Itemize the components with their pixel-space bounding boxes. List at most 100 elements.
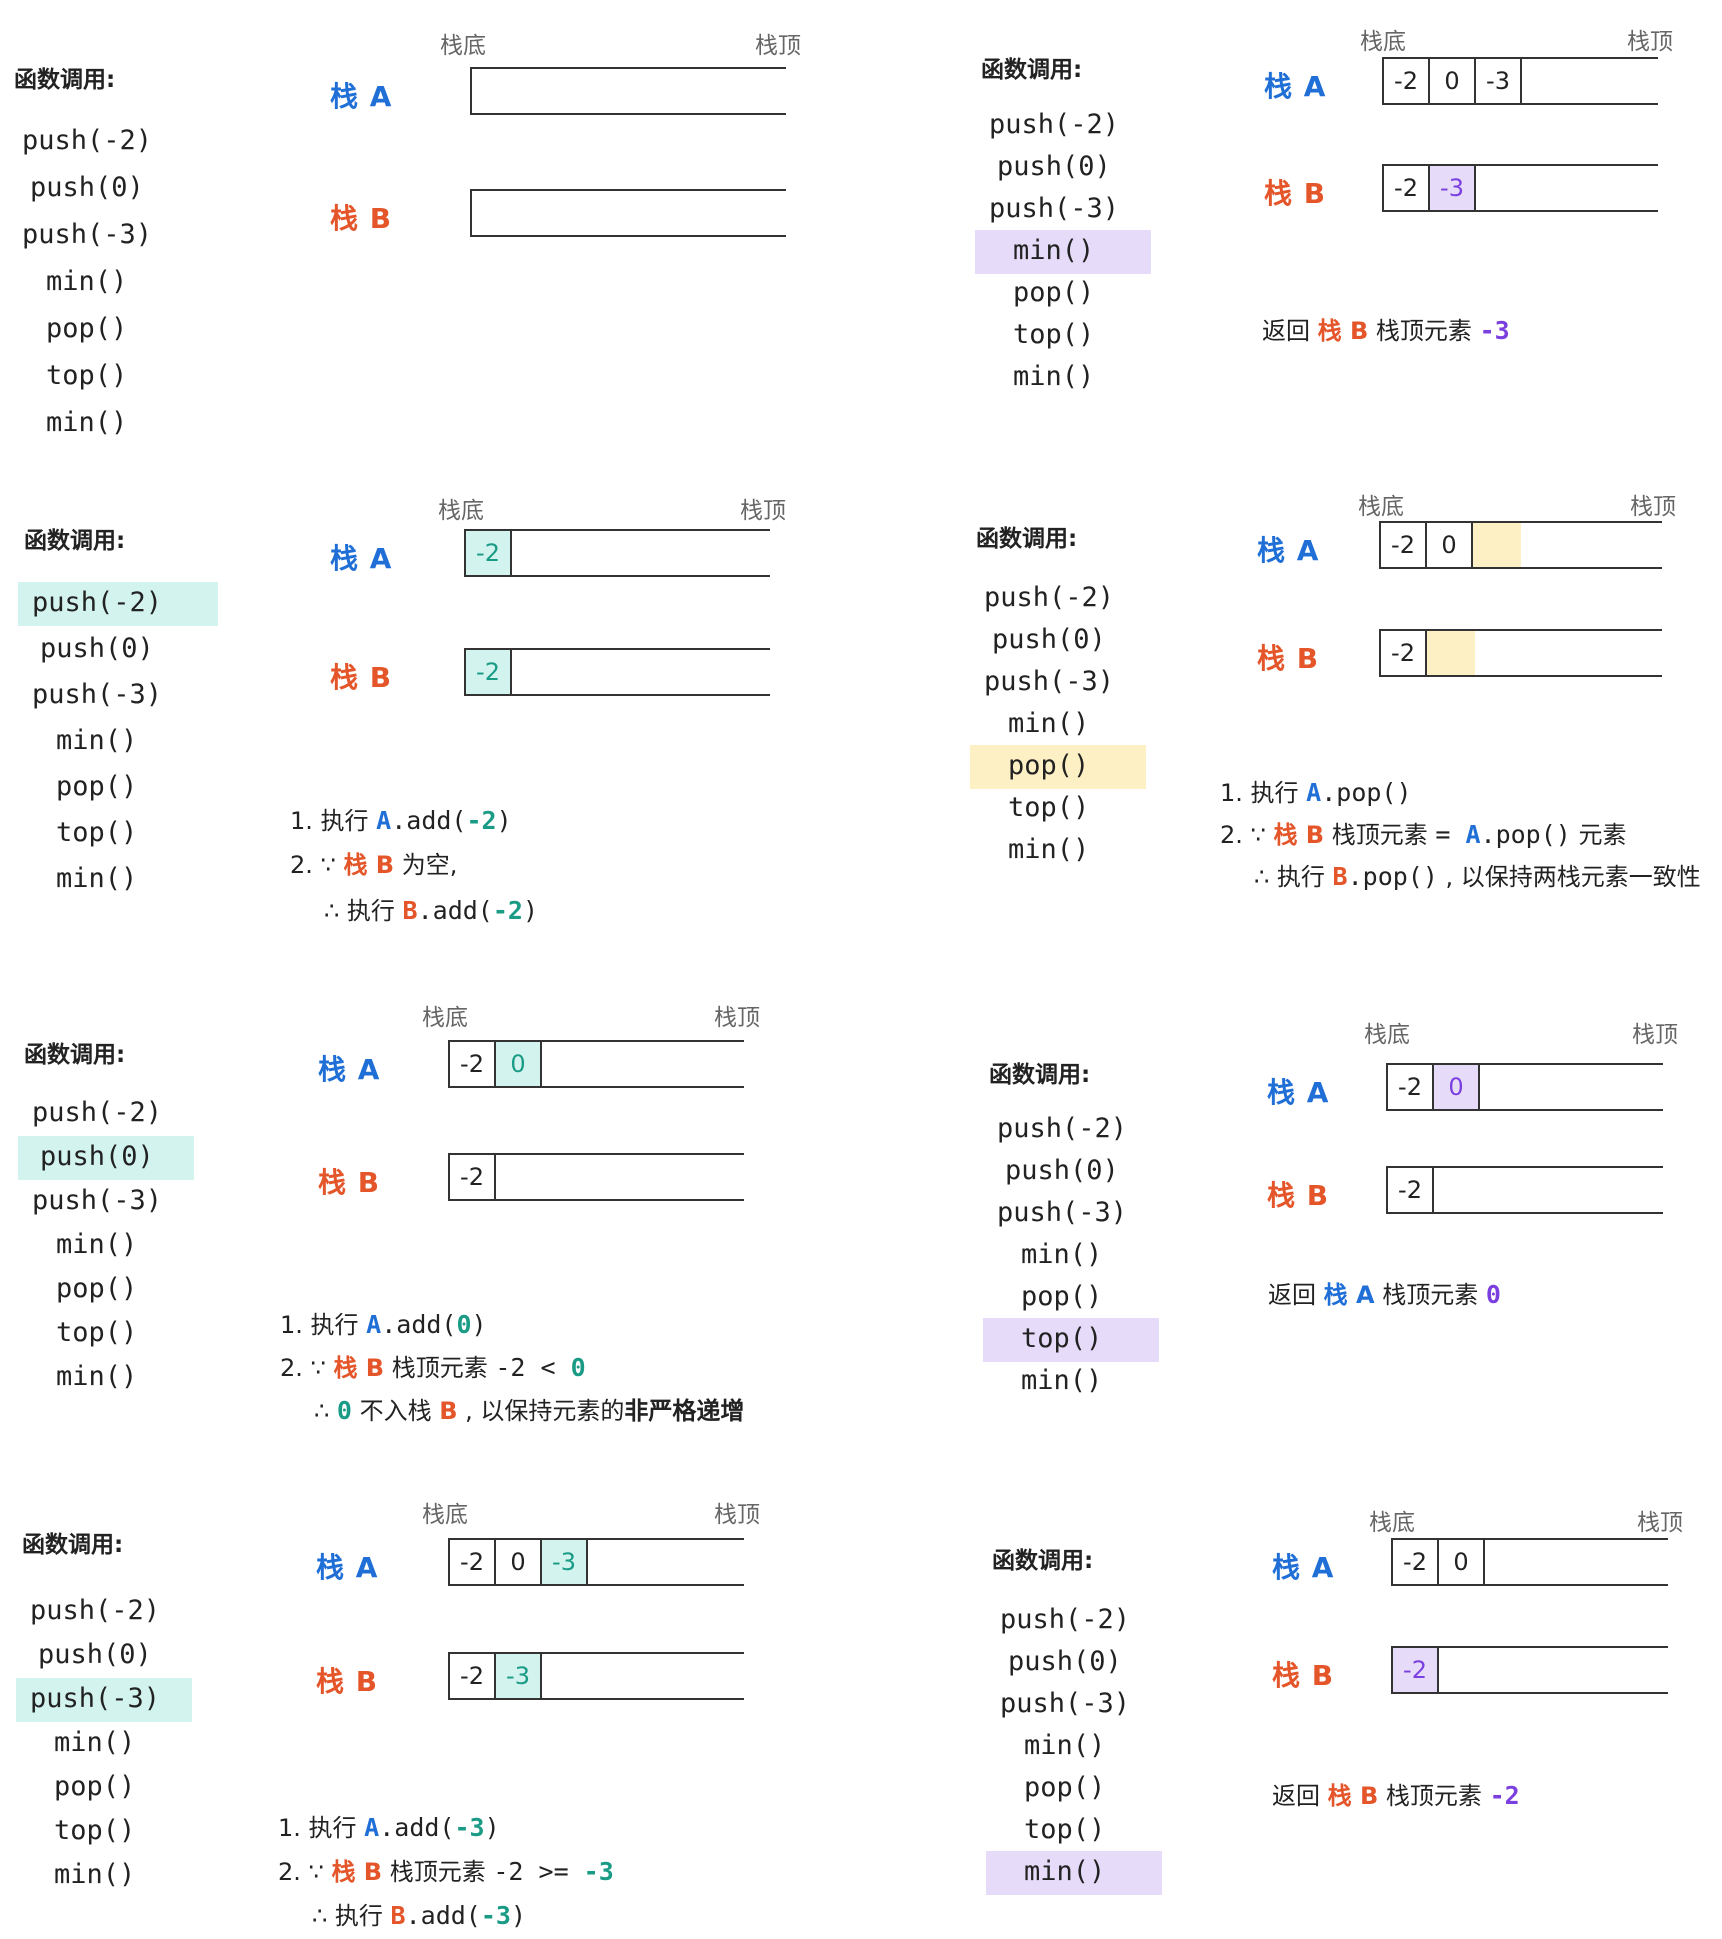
step-line-2: 2. ∵ 栈 B 栈顶元素 -2 < 0 — [280, 1355, 586, 1380]
step-line-1: 1. 执行 A.add(0) — [280, 1312, 487, 1337]
call-item: min() — [56, 1361, 138, 1392]
panel-push-0: 栈底 栈顶 函数调用: push(-2) push(0) push(-3) min() pop… — [0, 970, 860, 1454]
emphasis: 非严格递增 — [624, 1397, 745, 1425]
call-item: push(-2) — [984, 582, 1115, 613]
calls-title: 函数调用: — [981, 57, 1083, 83]
therefore: ∴ 执行 — [312, 1902, 391, 1930]
code-call: .pop() — [1321, 778, 1412, 807]
call-item: push(0) — [997, 151, 1111, 182]
call-item: min() — [56, 725, 138, 756]
calls-title: 函数调用: — [24, 1042, 126, 1068]
stack-a-cell: -2 — [448, 1538, 496, 1586]
step-text: 栈顶元素 — [384, 1354, 496, 1382]
stack-b-label: 栈 B — [330, 661, 393, 694]
value-ref: -2 — [492, 896, 523, 925]
call-item: push(0) — [992, 624, 1106, 655]
call-item: push(0) — [38, 1639, 152, 1670]
stack-a-cell: -2 — [1379, 521, 1427, 569]
call-item: push(-3) — [32, 1185, 163, 1216]
step-number: 1. 执行 — [1220, 779, 1307, 807]
stack-a-cell: 0 — [1428, 57, 1476, 105]
step-number: 1. 执行 — [290, 807, 377, 835]
stack-b-popped-slot — [1427, 631, 1475, 675]
call-highlight — [18, 582, 218, 626]
panel-initial: 栈底 栈顶 函数调用: push(-2) push(0) push(-3) min() pop… — [0, 0, 860, 484]
call-item: min() — [54, 1727, 136, 1758]
stack-top-label: 栈顶 — [1637, 1510, 1683, 1536]
call-item: min() — [1013, 235, 1095, 266]
call-highlight — [975, 230, 1151, 274]
step-text: 栈顶元素 — [1324, 821, 1436, 849]
stack-b-cell: -2 — [448, 1652, 496, 1700]
stack-b-box: -2 -3 — [448, 1652, 744, 1700]
stack-bottom-label: 栈底 — [422, 1005, 468, 1031]
call-item: push(0) — [40, 633, 154, 664]
call-highlight — [970, 745, 1146, 789]
stack-b-box: -2 — [448, 1153, 744, 1201]
step-line-2: 2. ∵ 栈 B 栈顶元素 -2 >= -3 — [278, 1859, 614, 1884]
call-item: top() — [46, 360, 128, 391]
stack-b-box: -2 -3 — [1382, 164, 1658, 212]
equals: = — [1435, 820, 1466, 849]
stack-a-box: -2 0 — [1386, 1063, 1663, 1111]
stack-b-label: 栈 B — [1267, 1179, 1330, 1212]
step-text: 为空, — [394, 851, 458, 879]
calls-title: 函数调用: — [22, 1532, 124, 1558]
step-text: 元素 — [1570, 821, 1627, 849]
call-item: min() — [1008, 708, 1090, 739]
call-item: push(-3) — [30, 1683, 161, 1714]
stack-top-label: 栈顶 — [755, 33, 801, 59]
stack-a-cell: 0 — [1432, 1063, 1480, 1111]
code-compare: -2 >= — [493, 1857, 584, 1886]
call-highlight — [983, 1318, 1159, 1362]
call-item: pop() — [1021, 1281, 1103, 1312]
return-text: 栈顶元素 — [1374, 1281, 1486, 1309]
return-line: 返回 栈 A 栈顶元素 0 — [1268, 1282, 1501, 1307]
stack-a-label: 栈 A — [1264, 70, 1327, 103]
value-ref: -2 — [466, 806, 497, 835]
stack-b-label: 栈 B — [318, 1166, 381, 1199]
code-close: ) — [496, 806, 512, 835]
call-item: top() — [56, 817, 138, 848]
call-item: push(-2) — [30, 1595, 161, 1626]
call-item: push(-2) — [1000, 1604, 1131, 1635]
stack-bottom-label: 栈底 — [1369, 1510, 1415, 1536]
stack-b-ref: 栈 B — [333, 1354, 385, 1382]
code-close: ) — [471, 1310, 487, 1339]
return-text: 返回 — [1272, 1782, 1328, 1810]
calls-title: 函数调用: — [14, 67, 116, 93]
call-item: push(0) — [40, 1141, 154, 1172]
stack-b-box: -2 — [1379, 629, 1662, 677]
call-item: top() — [54, 1815, 136, 1846]
call-item: top() — [56, 1317, 138, 1348]
call-item: push(-3) — [1000, 1688, 1131, 1719]
stack-b-label: 栈 B — [1257, 642, 1320, 675]
stack-b-cell: -2 — [1382, 164, 1430, 212]
step-number: 2. ∵ — [280, 1354, 334, 1382]
return-text: 栈顶元素 — [1378, 1782, 1490, 1810]
step-line-3: ∴ 0 不入栈 B , 以保持元素的非严格递增 — [314, 1398, 744, 1423]
step-line-2: 2. ∵ 栈 B 为空, — [290, 853, 457, 877]
stack-a-cell: 0 — [494, 1538, 542, 1586]
calls-title: 函数调用: — [992, 1548, 1094, 1574]
stack-b-box: -2 — [1391, 1646, 1668, 1694]
step-number: 2. ∵ — [290, 851, 344, 879]
step-text: 不入栈 — [351, 1397, 440, 1425]
value-ref: -3 — [480, 1901, 511, 1930]
stack-a-ref: A — [366, 1310, 382, 1339]
stack-b-ref: B — [439, 1397, 458, 1425]
stack-a-box: -2 0 — [1391, 1538, 1668, 1586]
stack-a-label: 栈 A — [1272, 1551, 1335, 1584]
stack-a-box: -2 0 -3 — [1382, 57, 1658, 105]
panel-pop: 栈底 栈顶 函数调用: push(-2) push(0) push(-3) min() pop… — [862, 485, 1722, 969]
stack-a-cell: -3 — [540, 1538, 588, 1586]
panel-top: 栈底 栈顶 函数调用: push(-2) push(0) push(-3) min() pop… — [862, 970, 1722, 1454]
stack-top-label: 栈顶 — [1632, 1022, 1678, 1048]
stack-a-label: 栈 A — [330, 80, 393, 113]
value-ref: -3 — [583, 1857, 614, 1886]
stack-b-box — [470, 189, 786, 237]
code-call: .add( — [391, 806, 467, 835]
step-line-3: ∴ 执行 B.add(-2) — [324, 898, 538, 923]
call-item: min() — [1021, 1365, 1103, 1396]
call-item: push(0) — [1005, 1155, 1119, 1186]
